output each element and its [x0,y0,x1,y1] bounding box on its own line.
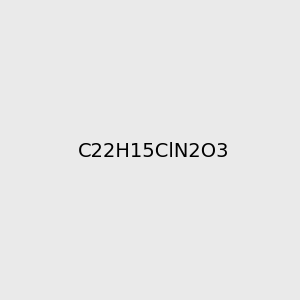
Text: C22H15ClN2O3: C22H15ClN2O3 [78,142,230,161]
